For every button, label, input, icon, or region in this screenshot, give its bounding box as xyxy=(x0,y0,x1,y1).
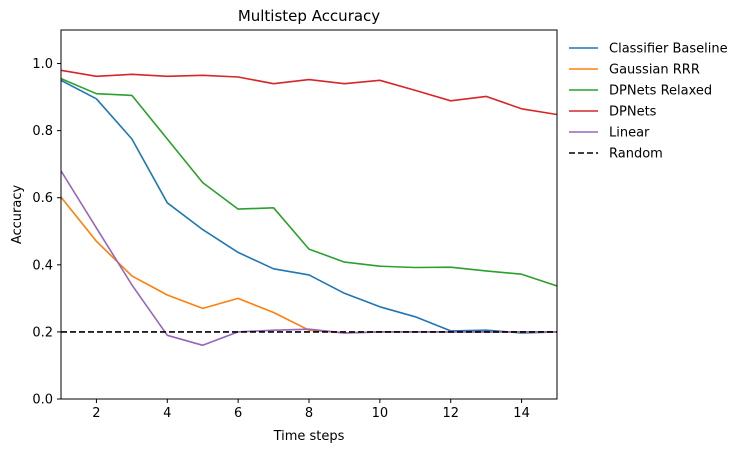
y-tick-label: 0.0 xyxy=(32,393,53,408)
y-axis: 0.0 0.2 0.4 0.6 0.8 1.0 xyxy=(32,57,61,408)
plot-frame xyxy=(60,29,558,400)
legend-label: Gaussian RRR xyxy=(609,63,700,78)
x-tick-label: 10 xyxy=(372,406,389,421)
y-tick-label: 0.2 xyxy=(32,325,53,340)
legend-label: Linear xyxy=(609,126,650,141)
y-axis-label: Accuracy xyxy=(10,185,25,245)
x-tick-label: 2 xyxy=(92,406,100,421)
series-layer xyxy=(61,69,557,347)
plot-area xyxy=(60,29,558,400)
x-tick-label: 14 xyxy=(513,406,530,421)
x-axis-label: Time steps xyxy=(273,429,345,444)
x-axis: 2 4 6 8 10 12 14 xyxy=(92,399,530,421)
series-line xyxy=(61,196,557,334)
legend-label: DPNets Relaxed xyxy=(609,84,712,99)
x-tick-label: 8 xyxy=(305,406,313,421)
series-line xyxy=(61,170,557,347)
y-tick-label: 0.8 xyxy=(32,124,53,139)
series-line xyxy=(61,79,557,334)
legend-label: DPNets xyxy=(609,105,657,120)
legend-label: Random xyxy=(609,147,663,162)
chart-title: Multistep Accuracy xyxy=(238,7,380,25)
series-line xyxy=(61,77,557,287)
legend: Classifier Baseline Gaussian RRR DPNets Re… xyxy=(569,42,728,162)
x-tick-label: 12 xyxy=(442,406,459,421)
y-tick-label: 0.4 xyxy=(32,258,53,273)
series-line xyxy=(61,69,557,116)
x-tick-label: 4 xyxy=(163,406,171,421)
y-tick-label: 0.6 xyxy=(32,191,53,206)
legend-label: Classifier Baseline xyxy=(609,42,728,57)
y-tick-label: 1.0 xyxy=(32,57,53,72)
x-tick-label: 6 xyxy=(234,406,242,421)
